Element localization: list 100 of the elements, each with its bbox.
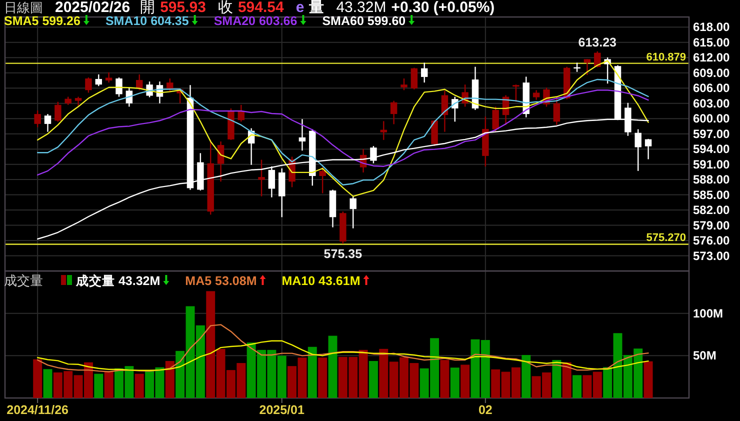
y-tick-label: 612.00 <box>693 50 730 65</box>
y-tick-label: 603.00 <box>693 96 730 110</box>
bar <box>450 368 460 398</box>
text: 594.54 <box>238 0 285 16</box>
candlestick <box>217 140 224 182</box>
y-tick-label: 100M <box>693 306 724 320</box>
text: MA5 53.08M <box>185 274 257 288</box>
candlestick <box>116 76 122 98</box>
candlestick <box>258 159 265 197</box>
candlestick <box>319 166 326 194</box>
bar <box>328 336 338 398</box>
text: SMA60 599.60 <box>322 14 406 28</box>
bar <box>460 364 470 398</box>
y-tick-label: 597.00 <box>693 126 730 141</box>
text: 43.32M <box>336 0 386 16</box>
y-tick-label: 615.00 <box>693 35 730 50</box>
text: 開 <box>140 0 156 16</box>
candlestick <box>74 96 82 106</box>
text: +0.30 (+0.05%) <box>391 0 495 16</box>
y-tick-label: 579.00 <box>693 218 730 232</box>
chart-title: 日線圖 <box>4 0 43 15</box>
candlestick <box>34 110 41 128</box>
bar <box>43 369 52 398</box>
x-tick-label: 2024/11/26 <box>6 403 69 417</box>
candlestick <box>85 76 92 94</box>
ref-line-label: 610.879 <box>646 51 686 64</box>
candlestick <box>452 96 458 122</box>
bar <box>522 354 531 398</box>
line-series <box>36 340 649 371</box>
ref-line-label: 575.270 <box>646 232 686 244</box>
chart-title: 成交量 <box>4 273 43 288</box>
candlestick <box>431 120 438 147</box>
candlestick <box>166 78 174 92</box>
bar <box>440 360 450 398</box>
y-tick-label: 576.00 <box>693 234 730 248</box>
candlestick <box>136 74 143 91</box>
y-tick-label: 591.00 <box>693 157 730 172</box>
text: 量 <box>308 0 324 16</box>
bar <box>308 346 317 398</box>
y-tick-label: 50M <box>693 348 716 363</box>
bar <box>552 360 562 398</box>
candlestick <box>44 113 52 132</box>
candlestick <box>95 74 102 87</box>
candlestick <box>400 78 408 91</box>
candlestick <box>105 72 112 84</box>
y-tick-label: 606.00 <box>693 81 730 96</box>
text: SMA20 603.66 <box>214 14 298 28</box>
y-tick-label: 585.00 <box>693 188 730 202</box>
x-tick-label: 02 <box>478 403 492 417</box>
text: 收 <box>218 0 233 16</box>
line-series <box>36 90 649 176</box>
y-tick-label: 588.00 <box>693 172 730 187</box>
candlestick <box>238 104 244 122</box>
line-series <box>36 78 649 186</box>
text: 595.93 <box>160 0 206 16</box>
line-series <box>36 324 649 372</box>
candlestick <box>268 166 276 198</box>
x-tick-label: 2025/01 <box>259 403 304 417</box>
y-tick-label: 618.00 <box>693 20 730 34</box>
bar <box>33 359 42 398</box>
legend-label: 成交量 43.32M <box>75 273 160 288</box>
bar <box>134 374 144 398</box>
candlestick <box>532 90 540 100</box>
bar <box>165 361 174 398</box>
bar <box>318 358 328 398</box>
candlestick <box>553 96 560 126</box>
bar <box>562 362 572 398</box>
y-tick-label: 609.00 <box>693 66 730 80</box>
candlestick <box>350 196 356 229</box>
candlestick <box>512 84 520 102</box>
y-tick-label: 573.00 <box>693 248 730 263</box>
y-tick-label: 600.00 <box>693 112 730 126</box>
candlestick <box>278 168 286 218</box>
candlestick <box>492 106 499 132</box>
y-tick-label: 582.00 <box>693 203 730 218</box>
candlestick <box>634 128 642 172</box>
text: SMA5 599.26 <box>4 14 80 28</box>
candlestick <box>421 62 428 84</box>
candlestick <box>410 67 418 90</box>
candlestick <box>644 138 652 160</box>
candlestick <box>584 58 591 76</box>
y-tick-label: 594.00 <box>693 142 730 156</box>
candlestick <box>54 101 62 122</box>
annotation: 575.35 <box>324 246 362 261</box>
bar <box>94 374 104 398</box>
chart-subtitle: 2025/02/26 <box>55 0 130 16</box>
bar <box>644 361 653 398</box>
candlestick <box>390 100 398 125</box>
candlestick <box>298 118 306 152</box>
line-series <box>36 60 649 197</box>
candlestick <box>370 145 377 164</box>
text: SMA10 604.35 <box>105 14 189 28</box>
bar <box>368 361 378 398</box>
text: MA10 43.61M <box>282 274 360 288</box>
annotation: 613.23 <box>578 35 617 50</box>
candlestick <box>380 120 387 141</box>
text: e <box>296 0 304 16</box>
bar <box>104 371 114 398</box>
candlestick <box>126 87 133 108</box>
candlestick <box>594 50 601 68</box>
